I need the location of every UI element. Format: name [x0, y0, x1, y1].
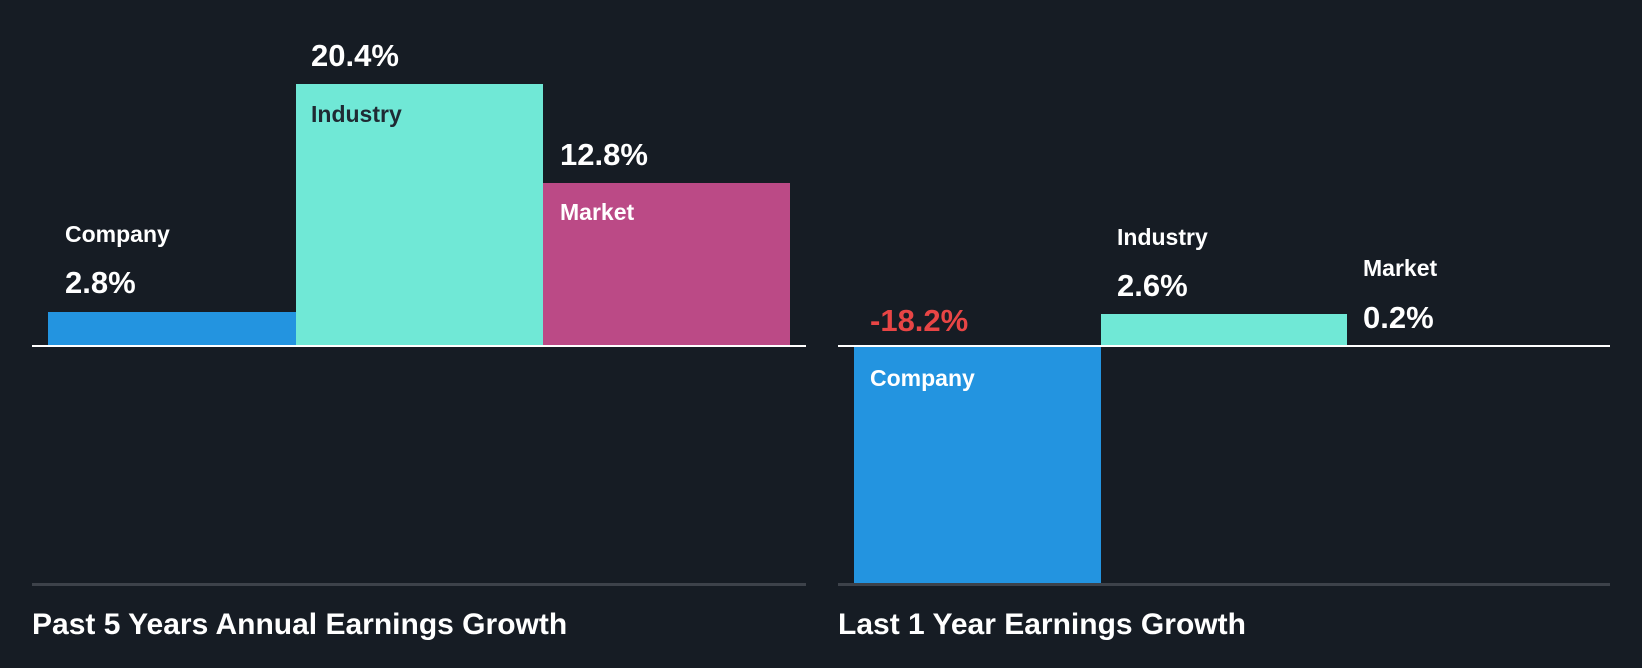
left-company-label: Company: [65, 221, 170, 247]
right-zero-axis: [838, 345, 1610, 347]
right-company-label: Company: [870, 365, 975, 391]
left-baseline: [32, 583, 806, 586]
right-baseline: [838, 583, 1610, 586]
right-company-value: -18.2%: [870, 303, 969, 338]
right-market-value: 0.2%: [1363, 300, 1434, 335]
right-chart-title: Last 1 Year Earnings Growth: [838, 608, 1246, 641]
right-industry-value: 2.6%: [1117, 268, 1188, 303]
left-zero-axis: [32, 345, 806, 347]
left-chart-title: Past 5 Years Annual Earnings Growth: [32, 608, 568, 641]
left-market-label: Market: [560, 199, 635, 225]
left-industry-bar: [296, 84, 543, 346]
left-market-bar: [543, 183, 790, 346]
right-company-bar: [854, 346, 1101, 583]
left-company-value: 2.8%: [65, 265, 136, 300]
left-industry-label: Industry: [311, 101, 402, 127]
left-market-value: 12.8%: [560, 137, 648, 172]
left-industry-value: 20.4%: [311, 38, 399, 73]
right-industry-bar: [1101, 314, 1347, 346]
right-market-label: Market: [1363, 255, 1438, 281]
right-industry-label: Industry: [1117, 224, 1208, 250]
left-company-bar: [48, 312, 296, 346]
